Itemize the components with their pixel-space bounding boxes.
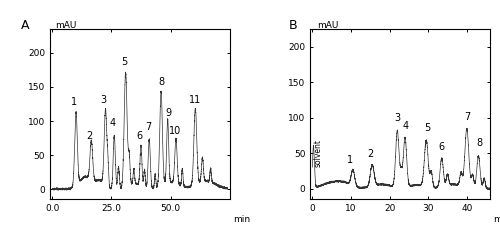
Text: 8: 8 [476, 138, 482, 148]
Text: min: min [494, 215, 500, 224]
Text: 3: 3 [394, 113, 400, 123]
Text: 7: 7 [145, 122, 151, 132]
Text: 1: 1 [70, 97, 76, 107]
Text: 6: 6 [438, 142, 445, 152]
Text: 4: 4 [110, 118, 116, 128]
Text: 3: 3 [100, 95, 106, 105]
Text: 5: 5 [122, 57, 128, 67]
Text: 2: 2 [367, 149, 374, 159]
Text: 9: 9 [165, 108, 171, 118]
Text: 5: 5 [424, 123, 430, 133]
Text: 11: 11 [189, 95, 202, 105]
Text: solvent: solvent [314, 139, 322, 167]
Text: 2: 2 [86, 131, 92, 141]
Text: 6: 6 [136, 131, 143, 141]
Text: min: min [233, 215, 250, 224]
Text: mAU: mAU [56, 21, 77, 30]
Text: B: B [289, 19, 298, 32]
Text: 1: 1 [347, 155, 354, 165]
Text: 10: 10 [169, 126, 181, 136]
Text: 7: 7 [464, 112, 470, 122]
Text: A: A [22, 19, 30, 32]
Text: 8: 8 [158, 77, 164, 87]
Text: 4: 4 [402, 121, 409, 130]
Text: mAU: mAU [318, 21, 339, 30]
